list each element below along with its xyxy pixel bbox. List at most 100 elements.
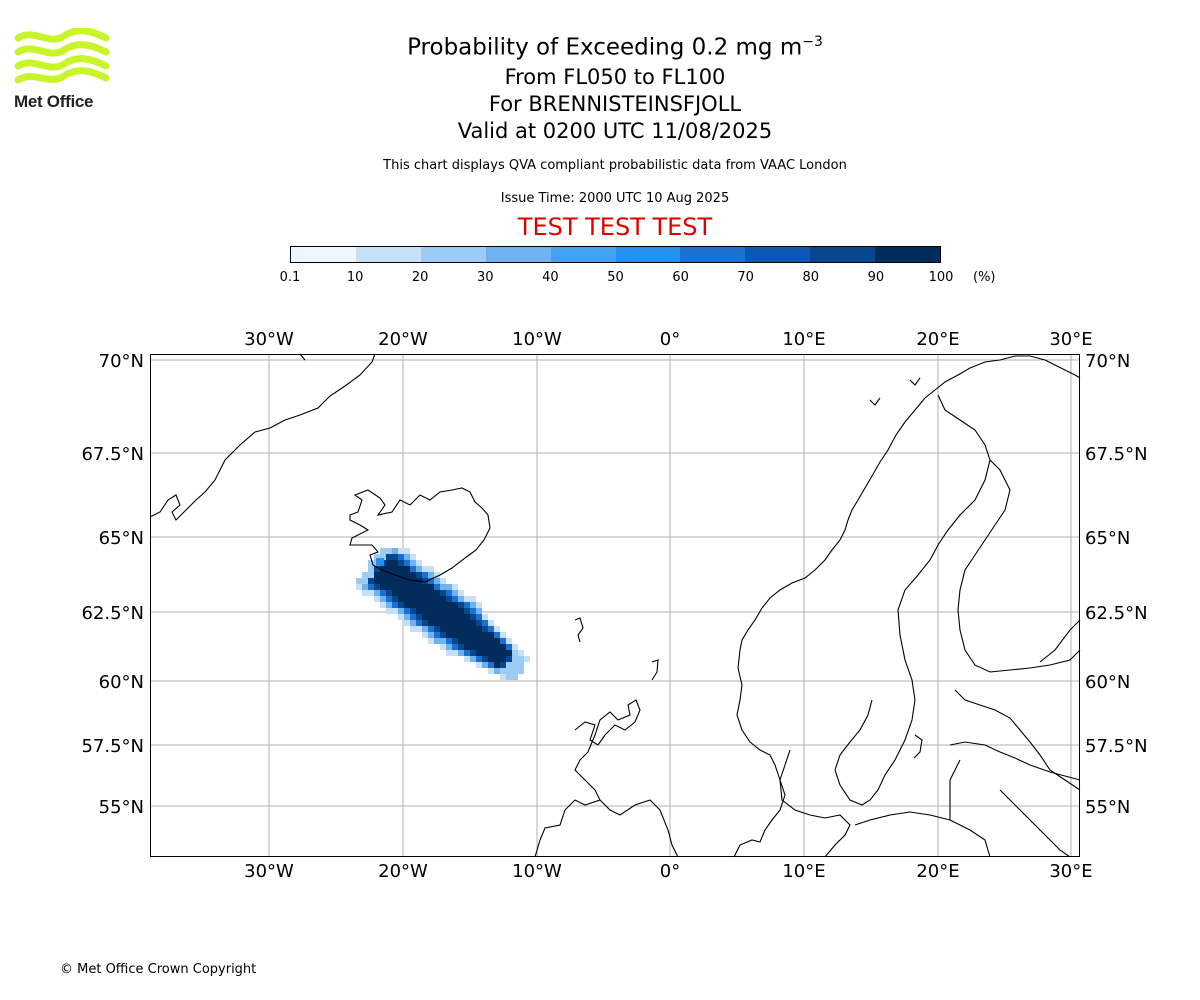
plume-cell	[452, 638, 458, 644]
met-office-logo-icon	[14, 28, 110, 84]
plume-cell	[494, 656, 500, 662]
plume-cell	[410, 584, 416, 590]
plume-cell	[404, 578, 410, 584]
plume-cell	[452, 626, 458, 632]
plume-cell	[446, 620, 452, 626]
plume-cell	[524, 656, 530, 662]
lon-label: 30°W	[244, 329, 294, 350]
plume-cell	[446, 608, 452, 614]
plume-cell	[404, 620, 410, 626]
plume-cell	[476, 614, 482, 620]
plume-cell	[416, 566, 422, 572]
plume-cell	[368, 584, 374, 590]
plume-cell	[380, 554, 386, 560]
plume-cell	[476, 644, 482, 650]
colorbar-tick-label: 20	[411, 270, 429, 285]
lon-label: 30°W	[244, 861, 294, 882]
plume-cell	[398, 566, 404, 572]
plume-cell	[374, 554, 380, 560]
plume-cell	[362, 584, 368, 590]
plume-cell	[482, 644, 488, 650]
colorbar-unit: (%)	[973, 270, 996, 285]
plume-cell	[458, 626, 464, 632]
plume-cell	[422, 584, 428, 590]
plume-cell	[404, 560, 410, 566]
lon-label: 0°	[660, 861, 680, 882]
plume-cell	[512, 668, 518, 674]
plume-cell	[410, 590, 416, 596]
plume-cell	[404, 614, 410, 620]
plume-cell	[446, 590, 452, 596]
plume-cell	[458, 590, 464, 596]
plume-cell	[488, 626, 494, 632]
plume-cell	[446, 650, 452, 656]
plume-cell	[380, 548, 386, 554]
plume-cell	[488, 668, 494, 674]
plume-cell	[428, 602, 434, 608]
plume-cell	[458, 632, 464, 638]
lon-label: 20°W	[378, 861, 428, 882]
plume-cell	[356, 584, 362, 590]
plume-cell	[434, 590, 440, 596]
lat-label: 57.5°N	[1085, 736, 1148, 757]
plume-cell	[410, 560, 416, 566]
plume-cell	[374, 566, 380, 572]
plume-cell	[410, 626, 416, 632]
plume-cell	[494, 626, 500, 632]
plume-cell	[464, 656, 470, 662]
plume-cell	[416, 584, 422, 590]
lat-label: 70°N	[1085, 351, 1130, 372]
plume-cell	[458, 596, 464, 602]
plume-cell	[386, 602, 392, 608]
plume-cell	[488, 662, 494, 668]
plume-cell	[368, 566, 374, 572]
plume-cell	[446, 626, 452, 632]
plume-cell	[494, 638, 500, 644]
plume-cell	[404, 608, 410, 614]
plume-cell	[398, 602, 404, 608]
plume-cell	[428, 608, 434, 614]
plume-cell	[416, 620, 422, 626]
plume-cell	[446, 614, 452, 620]
lon-label: 10°W	[512, 861, 562, 882]
plume-cell	[506, 674, 512, 680]
plume-cell	[362, 572, 368, 578]
plume-cell	[482, 614, 488, 620]
plume-cell	[374, 596, 380, 602]
plume-cell	[506, 662, 512, 668]
plume-cell	[452, 608, 458, 614]
plume-cell	[464, 632, 470, 638]
plume-cell	[470, 650, 476, 656]
plume-cell	[494, 668, 500, 674]
plume-cell	[434, 578, 440, 584]
valid-time: Valid at 0200 UTC 11/08/2025	[457, 118, 773, 143]
plume-cell	[452, 614, 458, 620]
plume-cell	[458, 608, 464, 614]
plume-cell	[512, 656, 518, 662]
plume-cell	[488, 644, 494, 650]
plume-cell	[422, 620, 428, 626]
plume-cell	[386, 554, 392, 560]
plume-cell	[482, 632, 488, 638]
plume-cell	[476, 620, 482, 626]
plume-cell	[428, 590, 434, 596]
colorbar-segment	[680, 247, 746, 262]
plume-cell	[446, 584, 452, 590]
plume-cell	[380, 578, 386, 584]
plume-cell	[464, 602, 470, 608]
plume-cell	[452, 584, 458, 590]
chart-title-block: Probability of Exceeding 0.2 mg m−3 From…	[315, 26, 915, 145]
plume-cell	[398, 590, 404, 596]
plume-cell	[452, 650, 458, 656]
test-banner: TEST TEST TEST	[517, 213, 713, 241]
lat-label: 55°N	[1085, 797, 1130, 818]
plume-cell	[422, 602, 428, 608]
colorbar-segment	[615, 247, 681, 262]
plume-cell	[392, 584, 398, 590]
plume-cell	[446, 596, 452, 602]
colorbar-segment	[810, 247, 876, 262]
plume-cell	[428, 614, 434, 620]
plume-cell	[464, 608, 470, 614]
plume-cell	[422, 614, 428, 620]
plume-cell	[404, 590, 410, 596]
